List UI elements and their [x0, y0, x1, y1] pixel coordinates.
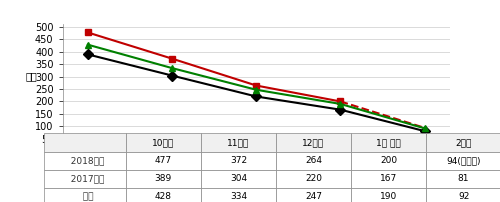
Y-axis label: 전론: 전론 [26, 72, 38, 82]
